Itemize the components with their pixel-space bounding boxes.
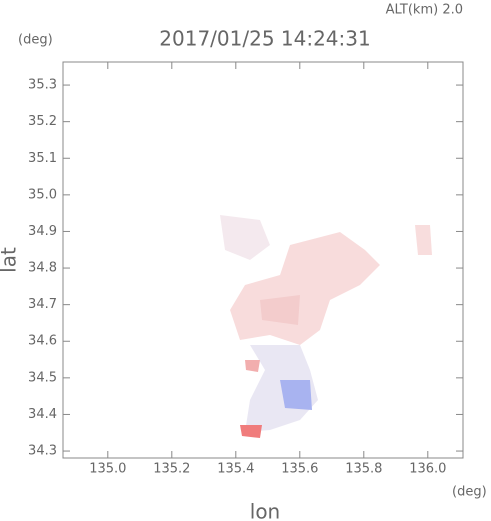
x-tick-label: 135.6 (281, 462, 318, 477)
chart-title: 2017/01/25 14:24:31 (159, 27, 370, 51)
y-axis-label: lat (0, 247, 21, 273)
y-tick-label: 34.4 (28, 407, 57, 422)
x-tick-label: 135.0 (89, 462, 126, 477)
y-unit: (deg) (18, 33, 53, 48)
y-tick-label: 34.8 (28, 261, 57, 276)
y-tick-label: 34.9 (28, 224, 57, 239)
y-tick-label: 34.3 (28, 444, 57, 459)
x-tick-label: 135.8 (345, 462, 382, 477)
plot-frame (62, 61, 464, 459)
x-unit: (deg) (452, 485, 487, 500)
echo-field (220, 215, 432, 438)
y-tick-label: 34.5 (28, 370, 57, 385)
y-tick-label: 34.6 (28, 334, 57, 349)
altitude-label: ALT(km) 2.0 (386, 3, 463, 18)
y-tick-label: 34.7 (28, 297, 57, 312)
y-tick-label: 35.3 (28, 78, 57, 93)
y-tick-label: 35.0 (28, 187, 57, 202)
x-tick-label: 135.2 (153, 462, 190, 477)
x-tick-label: 136.0 (409, 462, 446, 477)
x-axis-label: lon (250, 500, 280, 521)
y-tick-label: 35.2 (28, 114, 57, 129)
y-tick-label: 35.1 (28, 151, 57, 166)
x-tick-label: 135.4 (217, 462, 254, 477)
